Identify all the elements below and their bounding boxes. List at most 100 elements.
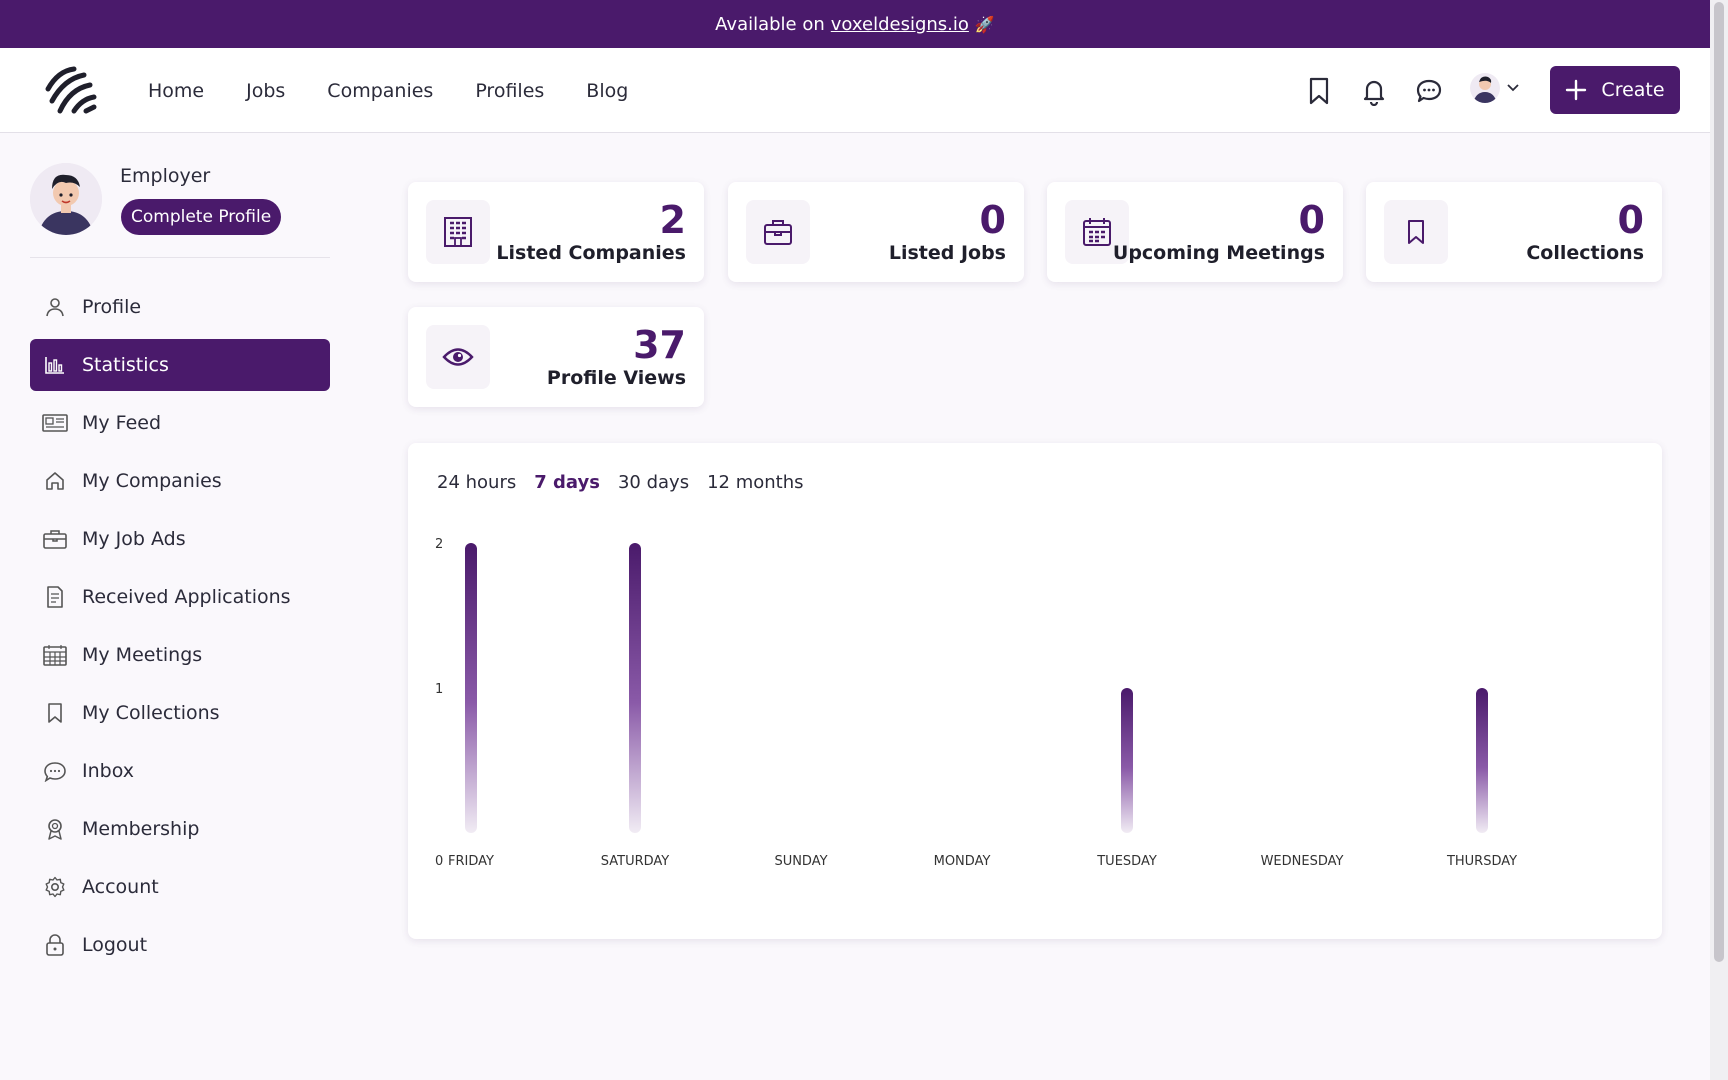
stat-card-listed-jobs[interactable]: 0 Listed Jobs <box>728 182 1024 282</box>
avatar <box>30 163 102 235</box>
sidebar-menu: Profile Statistics My Feed My Companies … <box>30 281 330 977</box>
plus-icon <box>1565 79 1587 101</box>
briefcase-icon <box>42 526 68 552</box>
y-tick-label: 1 <box>435 682 443 697</box>
time-range-tabs: 24 hours 7 days 30 days 12 months <box>437 472 804 493</box>
nav-companies[interactable]: Companies <box>327 79 434 102</box>
stat-card-profile-views[interactable]: 37 Profile Views <box>408 307 704 407</box>
stat-value: 2 <box>659 198 686 242</box>
sidebar-item-label: My Job Ads <box>82 528 186 550</box>
nav-jobs[interactable]: Jobs <box>246 79 286 102</box>
sidebar-item-logout[interactable]: Logout <box>30 919 330 971</box>
x-tick-label: TUESDAY <box>1096 854 1157 869</box>
main-header: Home Jobs Companies Profiles Blog Create <box>0 48 1710 133</box>
briefcase-icon <box>746 200 810 264</box>
bookmark-icon[interactable] <box>1305 76 1333 106</box>
chevron-down-icon <box>1506 83 1520 93</box>
chat-icon <box>42 758 68 784</box>
page-scrollbar[interactable] <box>1710 0 1728 1080</box>
announcement-bar: Available on voxeldesigns.io 🚀 <box>0 0 1710 48</box>
x-tick-label: SUNDAY <box>774 854 827 869</box>
sidebar-item-statistics[interactable]: Statistics <box>30 339 330 391</box>
avatar <box>1470 73 1500 103</box>
profile-views-chart: 0 1 2 FRIDAY SATURDAY SUNDAY MONDAY TUESDAY WEDN… <box>435 537 1517 869</box>
x-tick-label: SATURDAY <box>601 854 670 869</box>
sidebar-item-my-job-ads[interactable]: My Job Ads <box>30 513 330 565</box>
stat-label: Collections <box>1526 242 1644 264</box>
award-icon <box>42 816 68 842</box>
chart-bar[interactable] <box>465 543 477 833</box>
stat-card-collections[interactable]: 0 Collections <box>1366 182 1662 282</box>
stat-label: Profile Views <box>546 367 686 389</box>
main-nav: Home Jobs Companies Profiles Blog <box>148 48 628 133</box>
sidebar-item-label: Inbox <box>82 760 134 782</box>
sidebar-item-account[interactable]: Account <box>30 861 330 913</box>
sidebar-item-membership[interactable]: Membership <box>30 803 330 855</box>
sidebar-item-my-collections[interactable]: My Collections <box>30 687 330 739</box>
sidebar-item-label: My Feed <box>82 412 162 434</box>
sidebar-item-my-companies[interactable]: My Companies <box>30 455 330 507</box>
sidebar-item-label: Received Applications <box>82 586 291 608</box>
sidebar-item-label: My Companies <box>82 470 222 492</box>
create-label: Create <box>1601 79 1665 101</box>
document-icon <box>42 584 68 610</box>
stat-card-upcoming-meetings[interactable]: 0 Upcoming Meetings <box>1047 182 1343 282</box>
chart-bar[interactable] <box>1476 688 1488 833</box>
sidebar-item-label: Account <box>82 876 159 898</box>
stat-label: Listed Jobs <box>888 242 1006 264</box>
sidebar-item-label: My Collections <box>82 702 220 724</box>
nav-profiles[interactable]: Profiles <box>475 79 545 102</box>
gear-icon <box>42 874 68 900</box>
stat-value: 0 <box>979 198 1006 242</box>
user-role: Employer <box>120 165 211 187</box>
announcement-link[interactable]: voxeldesigns.io <box>830 13 969 35</box>
stat-value: 0 <box>1617 198 1644 242</box>
stat-card-listed-companies[interactable]: 2 Listed Companies <box>408 182 704 282</box>
bar-chart-icon <box>42 352 68 378</box>
newspaper-icon <box>42 410 68 436</box>
sidebar-item-label: Profile <box>82 296 142 318</box>
sidebar-item-my-feed[interactable]: My Feed <box>30 397 330 449</box>
x-tick-label: FRIDAY <box>448 854 494 869</box>
nav-home[interactable]: Home <box>148 79 205 102</box>
sidebar-item-my-meetings[interactable]: My Meetings <box>30 629 330 681</box>
stat-label: Listed Companies <box>496 242 686 264</box>
create-button[interactable]: Create <box>1550 66 1680 114</box>
sidebar-item-profile[interactable]: Profile <box>30 281 330 333</box>
tab-30-days[interactable]: 30 days <box>617 472 690 493</box>
stat-label: Upcoming Meetings <box>1112 242 1325 264</box>
tab-7-days[interactable]: 7 days <box>534 472 600 493</box>
bookmark-icon <box>1384 200 1448 264</box>
sidebar-item-label: Statistics <box>82 354 169 376</box>
lock-icon <box>42 932 68 958</box>
profile-summary: Employer Complete Profile <box>30 163 330 258</box>
user-icon <box>42 294 68 320</box>
statistics-panel: 24 hours 7 days 30 days 12 months 0 1 2 FRI… <box>408 443 1662 939</box>
logo-icon[interactable] <box>44 65 98 115</box>
y-tick-label: 0 <box>435 854 443 869</box>
chat-icon[interactable] <box>1415 76 1443 106</box>
tab-24-hours[interactable]: 24 hours <box>437 472 517 493</box>
eye-icon <box>426 325 490 389</box>
y-tick-label: 2 <box>435 537 443 552</box>
calendar-icon <box>42 642 68 668</box>
bell-icon[interactable] <box>1360 76 1388 106</box>
sidebar-item-label: Logout <box>82 934 148 956</box>
chart-bar[interactable] <box>629 543 641 833</box>
scrollbar-thumb[interactable] <box>1714 2 1724 962</box>
sidebar-item-inbox[interactable]: Inbox <box>30 745 330 797</box>
sidebar-item-label: My Meetings <box>82 644 203 666</box>
tab-12-months[interactable]: 12 months <box>707 472 804 493</box>
nav-blog[interactable]: Blog <box>586 79 629 102</box>
x-tick-label: MONDAY <box>934 854 991 869</box>
stat-value: 0 <box>1298 198 1325 242</box>
sidebar-item-received-applications[interactable]: Received Applications <box>30 571 330 623</box>
bookmark-icon <box>42 700 68 726</box>
user-menu[interactable] <box>1470 73 1520 103</box>
chart-bar[interactable] <box>1121 688 1133 833</box>
calendar-icon <box>1065 200 1129 264</box>
x-tick-label: THURSDAY <box>1446 854 1517 869</box>
complete-profile-button[interactable]: Complete Profile <box>121 199 282 235</box>
home-icon <box>42 468 68 494</box>
rocket-emoji: 🚀 <box>974 14 995 34</box>
